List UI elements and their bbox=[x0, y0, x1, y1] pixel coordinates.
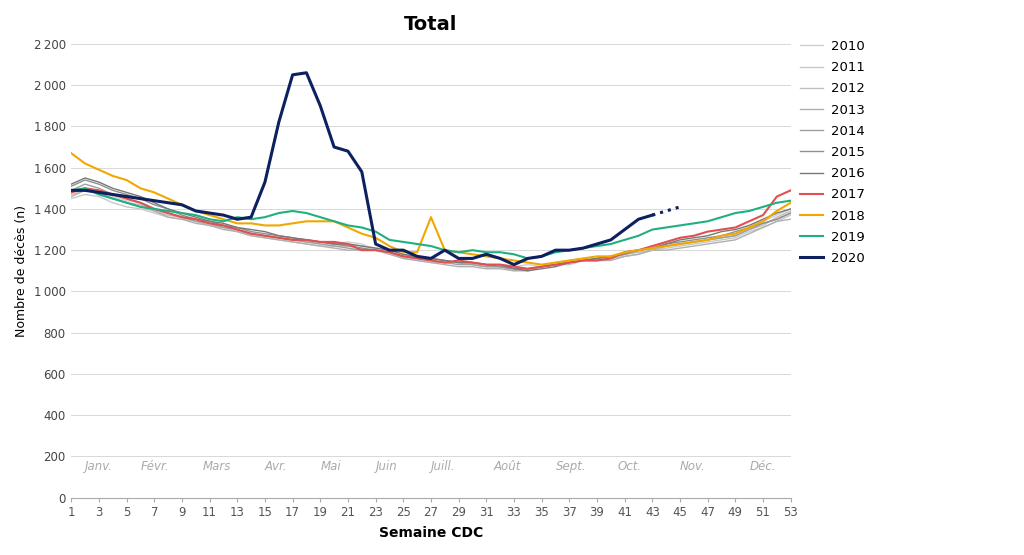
Text: Nov.: Nov. bbox=[680, 460, 706, 473]
Text: Févr.: Févr. bbox=[140, 460, 169, 473]
Text: Sept.: Sept. bbox=[555, 460, 586, 473]
Text: Avr.: Avr. bbox=[265, 460, 288, 473]
Text: Oct.: Oct. bbox=[617, 460, 642, 473]
Y-axis label: Nombre de décès (n): Nombre de décès (n) bbox=[15, 205, 28, 337]
Text: Janv.: Janv. bbox=[85, 460, 113, 473]
Title: Total: Total bbox=[404, 15, 458, 34]
Text: Mars: Mars bbox=[203, 460, 231, 473]
Text: Mai: Mai bbox=[321, 460, 341, 473]
Text: Août: Août bbox=[494, 460, 520, 473]
Legend: 2010, 2011, 2012, 2013, 2014, 2015, 2016, 2017, 2018, 2019, 2020: 2010, 2011, 2012, 2013, 2014, 2015, 2016… bbox=[795, 35, 870, 270]
Text: Juill.: Juill. bbox=[431, 460, 456, 473]
X-axis label: Semaine CDC: Semaine CDC bbox=[379, 526, 483, 540]
Text: Juin: Juin bbox=[376, 460, 397, 473]
Text: Déc.: Déc. bbox=[750, 460, 776, 473]
